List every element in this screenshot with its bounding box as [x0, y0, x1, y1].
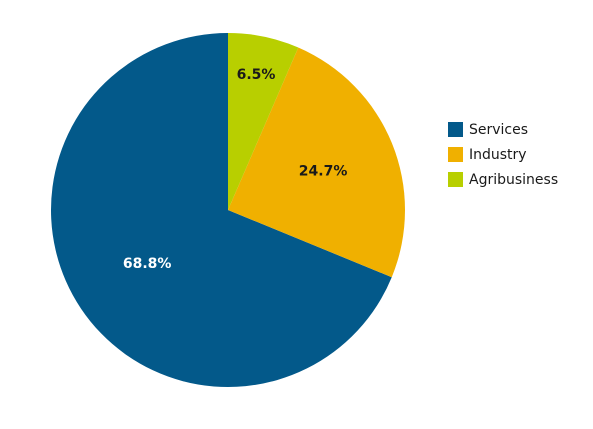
- legend-item-services: Services: [448, 122, 528, 138]
- pie-slices: [51, 33, 405, 387]
- legend-swatch-agribusiness: [448, 172, 463, 187]
- legend-label-services: Services: [469, 122, 528, 138]
- legend-swatch-industry: [448, 147, 463, 162]
- pie-slice-label-agribusiness: 6.5%: [237, 67, 276, 83]
- legend-label-agribusiness: Agribusiness: [469, 172, 558, 188]
- pie-slice-label-industry: 24.7%: [299, 163, 348, 179]
- pie-slice-services: [51, 33, 392, 387]
- legend-label-industry: Industry: [469, 147, 527, 163]
- legend-item-industry: Industry: [448, 147, 527, 163]
- pie-slice-agribusiness: [228, 33, 299, 210]
- pie-slice-industry: [228, 47, 405, 278]
- legend-item-agribusiness: Agribusiness: [448, 172, 558, 188]
- legend-swatch-services: [448, 122, 463, 137]
- pie-slice-labels: 68.8% 24.7% 6.5%: [123, 67, 348, 272]
- legend: Services Industry Agribusiness: [448, 122, 558, 188]
- pie-slice-label-services: 68.8%: [123, 256, 172, 272]
